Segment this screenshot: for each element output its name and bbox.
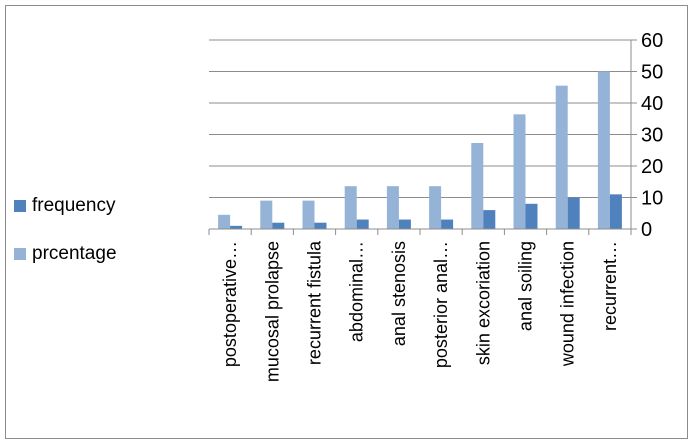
- legend-swatch-prcentage: [14, 248, 26, 260]
- bar-prcentage: [429, 186, 442, 229]
- bar-frequency: [567, 197, 580, 229]
- x-tick-label: skin excoriation: [473, 241, 493, 365]
- x-tick-label: abdominal…: [347, 241, 367, 342]
- legend-swatch-frequency: [14, 200, 26, 212]
- bar-frequency: [441, 219, 454, 229]
- bars: [218, 71, 622, 229]
- x-tick-label: recurrent fistula: [305, 240, 325, 365]
- x-tick-label: mucosal prolapse: [262, 241, 282, 382]
- x-tick-label: postoperative…: [220, 241, 240, 367]
- x-tick-label: anal stenosis: [389, 241, 409, 346]
- legend: frequency prcentage: [14, 193, 117, 289]
- bar-prcentage: [471, 143, 484, 229]
- bar-prcentage: [218, 214, 231, 229]
- axes: [208, 40, 632, 235]
- bar-prcentage: [555, 85, 568, 229]
- y-tick-label: 60: [641, 30, 663, 52]
- bar-frequency: [230, 225, 243, 229]
- bar-frequency: [483, 210, 496, 229]
- bar-frequency: [525, 203, 538, 229]
- y-tick-labels: 0 10 20 30 40 50 60: [641, 30, 663, 241]
- x-tick-label: recurrent…: [600, 241, 620, 331]
- bar-prcentage: [597, 71, 610, 229]
- legend-label-prcentage: prcentage: [32, 243, 117, 264]
- bar-prcentage: [513, 114, 526, 229]
- bar-frequency: [314, 222, 327, 229]
- bar-prcentage: [386, 186, 399, 229]
- bar-frequency: [356, 219, 369, 229]
- bar-frequency: [272, 222, 285, 229]
- x-tick-label: anal soiling: [516, 241, 536, 331]
- x-tick-label: wound infection: [558, 241, 578, 367]
- y-tick-label: 0: [641, 219, 652, 241]
- y-tick-label: 50: [641, 62, 663, 84]
- legend-item-frequency: frequency: [14, 193, 117, 219]
- bar-frequency: [609, 194, 622, 229]
- x-tick-label: posterior anal…: [431, 241, 451, 368]
- legend-label-frequency: frequency: [32, 195, 116, 216]
- bar-prcentage: [260, 200, 273, 229]
- bar-prcentage: [344, 186, 357, 229]
- y-tick-label: 40: [641, 93, 663, 115]
- y-tick-label: 30: [641, 125, 663, 147]
- y-tick-label: 10: [641, 188, 663, 210]
- x-tick-labels: postoperative… mucosal prolapse recurrent …: [220, 240, 620, 382]
- bar-prcentage: [302, 200, 315, 229]
- legend-item-prcentage: prcentage: [14, 241, 117, 267]
- bar-frequency: [398, 219, 411, 229]
- y-tick-label: 20: [641, 156, 663, 178]
